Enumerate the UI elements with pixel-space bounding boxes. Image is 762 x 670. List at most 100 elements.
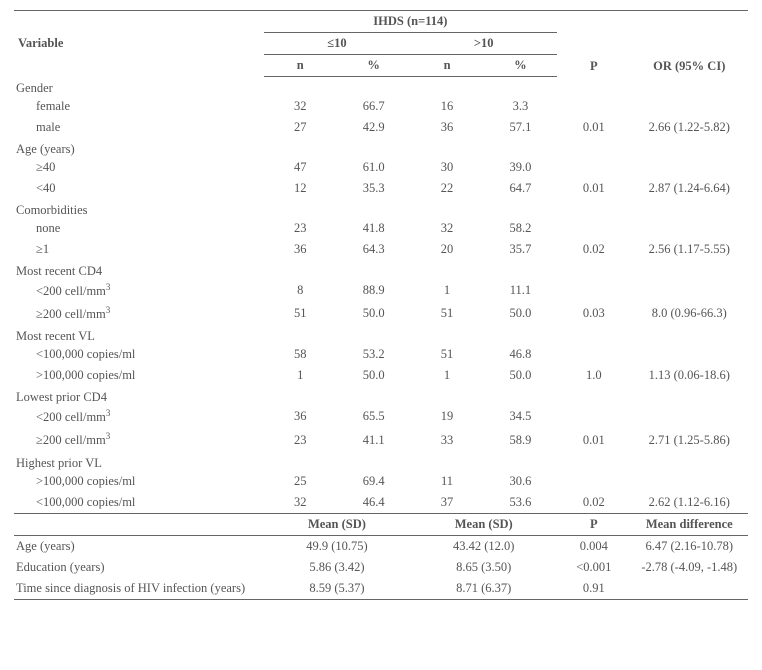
cell-p2: 50.0 [484, 302, 557, 325]
cell-or [631, 471, 748, 492]
cell-P: 0.03 [557, 302, 630, 325]
mean-2: 8.71 (6.37) [410, 578, 557, 600]
row-label: <40 [14, 178, 264, 199]
cell-n2: 51 [410, 302, 483, 325]
hdr-variable: Variable [14, 11, 264, 77]
row-label: ≥200 cell/mm3 [14, 428, 264, 451]
mean-2: 8.65 (3.50) [410, 557, 557, 578]
mean-hdr-2: Mean (SD) [410, 513, 557, 535]
cell-or: 8.0 (0.96-66.3) [631, 302, 748, 325]
row-label: female [14, 96, 264, 117]
row-label: ≥40 [14, 157, 264, 178]
row-label: <100,000 copies/ml [14, 492, 264, 514]
cell-n2: 19 [410, 405, 483, 428]
cell-p2: 39.0 [484, 157, 557, 178]
cell-p1: 46.4 [337, 492, 410, 514]
row-label: <200 cell/mm3 [14, 279, 264, 302]
cell-P: 0.01 [557, 428, 630, 451]
cell-n2: 11 [410, 471, 483, 492]
cell-p2: 50.0 [484, 365, 557, 386]
cell-p1: 66.7 [337, 96, 410, 117]
cell-p2: 35.7 [484, 239, 557, 260]
cell-P [557, 471, 630, 492]
cell-n1: 51 [264, 302, 337, 325]
section-title: Highest prior VL [14, 452, 748, 471]
cell-n2: 30 [410, 157, 483, 178]
hdr-le10: ≤10 [264, 33, 411, 55]
cell-p1: 65.5 [337, 405, 410, 428]
cell-p2: 58.2 [484, 218, 557, 239]
cell-or [631, 344, 748, 365]
cell-p1: 88.9 [337, 279, 410, 302]
cell-n2: 20 [410, 239, 483, 260]
cell-P [557, 157, 630, 178]
hdr-pc1: % [337, 55, 410, 77]
mean-diff [631, 578, 748, 600]
cell-n2: 22 [410, 178, 483, 199]
cell-or: 2.87 (1.24-6.64) [631, 178, 748, 199]
mean-p: 0.91 [557, 578, 630, 600]
cell-n1: 12 [264, 178, 337, 199]
row-label: >100,000 copies/ml [14, 471, 264, 492]
cell-P [557, 218, 630, 239]
cell-p2: 34.5 [484, 405, 557, 428]
cell-P [557, 405, 630, 428]
cell-or [631, 157, 748, 178]
mean-2: 43.42 (12.0) [410, 535, 557, 557]
hdr-n1: n [264, 55, 337, 77]
cell-or [631, 405, 748, 428]
cell-n2: 1 [410, 279, 483, 302]
cell-P: 0.02 [557, 492, 630, 514]
cell-n2: 37 [410, 492, 483, 514]
row-label: >100,000 copies/ml [14, 365, 264, 386]
mean-1: 49.9 (10.75) [264, 535, 411, 557]
cell-or: 2.66 (1.22-5.82) [631, 117, 748, 138]
cell-n2: 32 [410, 218, 483, 239]
cell-p1: 69.4 [337, 471, 410, 492]
cell-P: 0.02 [557, 239, 630, 260]
hdr-p: P [557, 11, 630, 77]
cell-P [557, 344, 630, 365]
cell-p1: 42.9 [337, 117, 410, 138]
cell-P: 1.0 [557, 365, 630, 386]
section-title: Comorbidities [14, 199, 748, 218]
hdr-gt10: >10 [410, 33, 557, 55]
table-body: Genderfemale3266.7163.3male2742.93657.10… [14, 77, 748, 514]
mean-hdr-blank [14, 513, 264, 535]
cell-n2: 16 [410, 96, 483, 117]
cell-or: 2.56 (1.17-5.55) [631, 239, 748, 260]
cell-p1: 61.0 [337, 157, 410, 178]
cell-p2: 64.7 [484, 178, 557, 199]
section-title: Most recent CD4 [14, 260, 748, 279]
cell-p1: 53.2 [337, 344, 410, 365]
mean-label: Education (years) [14, 557, 264, 578]
cell-P: 0.01 [557, 117, 630, 138]
cell-n1: 23 [264, 218, 337, 239]
hdr-or: OR (95% CI) [631, 11, 748, 77]
mean-1: 5.86 (3.42) [264, 557, 411, 578]
cell-or [631, 218, 748, 239]
cell-p1: 35.3 [337, 178, 410, 199]
table-header: Variable IHDS (n=114) P OR (95% CI) ≤10 … [14, 11, 748, 77]
mean-p: <0.001 [557, 557, 630, 578]
mean-label: Time since diagnosis of HIV infection (y… [14, 578, 264, 600]
mean-p: 0.004 [557, 535, 630, 557]
cell-n1: 58 [264, 344, 337, 365]
cell-P [557, 96, 630, 117]
row-label: ≥200 cell/mm3 [14, 302, 264, 325]
cell-p1: 41.1 [337, 428, 410, 451]
cell-n2: 1 [410, 365, 483, 386]
mean-diff: -2.78 (-4.09, -1.48) [631, 557, 748, 578]
cell-n1: 27 [264, 117, 337, 138]
cell-p1: 41.8 [337, 218, 410, 239]
mean-diff: 6.47 (2.16-10.78) [631, 535, 748, 557]
cell-or: 2.62 (1.12-6.16) [631, 492, 748, 514]
cell-or [631, 279, 748, 302]
cell-or: 2.71 (1.25-5.86) [631, 428, 748, 451]
cell-or [631, 96, 748, 117]
cell-n1: 36 [264, 405, 337, 428]
cell-n1: 1 [264, 365, 337, 386]
mean-label: Age (years) [14, 535, 264, 557]
mean-hdr-p: P [557, 513, 630, 535]
cell-p1: 50.0 [337, 302, 410, 325]
